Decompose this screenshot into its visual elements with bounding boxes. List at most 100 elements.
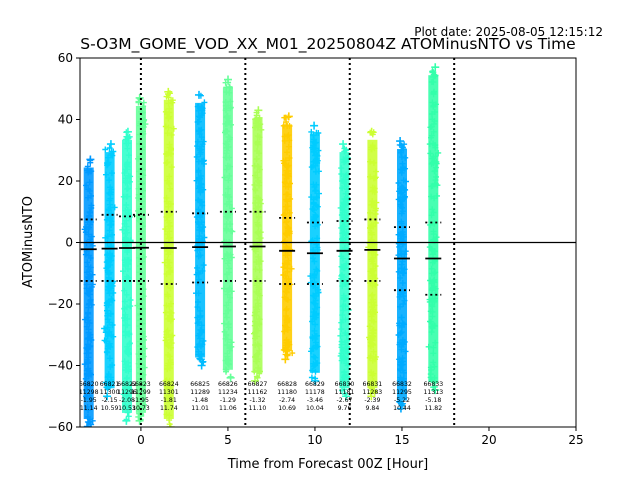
group-annotation: 11289 — [190, 389, 210, 396]
group-annotation: 11313 — [423, 389, 443, 396]
group-annotation: 11.06 — [219, 405, 237, 412]
group-annotation: 11234 — [218, 389, 238, 396]
data-group-66832 — [395, 137, 409, 413]
outlier-marker — [431, 63, 440, 72]
outlier-marker — [396, 404, 405, 413]
outlier-marker — [310, 121, 319, 130]
scatter-core — [122, 139, 132, 413]
x-tick-label: 0 — [137, 433, 145, 447]
y-axis: −60 −40 −20 0 20 40 60 — [48, 51, 80, 434]
group-annotation: -1.48 — [192, 397, 208, 404]
outlier-marker — [106, 140, 115, 149]
outlier-marker — [123, 127, 132, 136]
group-annotation: 11178 — [305, 389, 325, 396]
outlier-marker — [194, 90, 203, 99]
y-tick-label: −60 — [48, 420, 73, 434]
group-annotation: 11180 — [277, 389, 297, 396]
scatter-core — [428, 75, 439, 383]
group-annotation: 11295 — [392, 389, 412, 396]
group-annotation: -1.95 — [81, 397, 97, 404]
group-annotation: -5.18 — [425, 397, 441, 404]
outlier-marker — [367, 392, 376, 401]
plot-area: 6682011298-1.9511.146682111300-2.1510.59… — [79, 58, 576, 427]
outlier-marker — [122, 416, 131, 425]
scatter-core — [339, 152, 350, 389]
outlier-marker — [281, 355, 290, 364]
scatter-core — [367, 139, 378, 389]
data-group-66824 — [161, 87, 177, 427]
x-tick-label: 5 — [224, 433, 232, 447]
x-axis-label: Time from Forecast 00Z [Hour] — [227, 457, 429, 472]
scatter-core — [222, 87, 233, 370]
y-tick-label: −40 — [48, 359, 73, 373]
outlier-marker — [251, 376, 260, 385]
y-axis-label: ATOMinusNTO — [21, 196, 36, 288]
data-group-66822 — [119, 127, 134, 425]
group-annotation: 11181 — [335, 389, 355, 396]
data-group-66828 — [280, 112, 296, 364]
outlier-marker — [254, 106, 263, 115]
group-annotation: 10.53 — [118, 405, 136, 412]
group-annotation: 11283 — [363, 389, 383, 396]
group-annotation: 66820 — [79, 381, 99, 388]
group-annotation: 10.59 — [101, 405, 119, 412]
data-group-66833 — [425, 63, 442, 395]
y-tick-label: −20 — [48, 297, 73, 311]
group-annotation: -1.95 — [133, 397, 149, 404]
y-tick-label: 0 — [65, 236, 73, 250]
scatter-core — [83, 167, 94, 419]
outlier-marker — [197, 361, 206, 370]
group-annotation: 11298 — [79, 389, 99, 396]
group-annotation: 66829 — [305, 381, 325, 388]
group-annotation: 10.69 — [278, 405, 296, 412]
y-tick-label: 40 — [58, 113, 73, 127]
group-annotation: -2.67 — [336, 397, 352, 404]
outlier-marker — [166, 423, 175, 427]
group-annotation: 66827 — [248, 381, 268, 388]
x-tick-label: 25 — [568, 433, 583, 447]
group-annotation: 66826 — [218, 381, 238, 388]
scatter-core — [195, 102, 206, 358]
vertical-lines — [80, 58, 576, 427]
outlier-marker — [135, 416, 144, 425]
outlier-marker — [86, 155, 95, 164]
data-group-66821 — [101, 140, 118, 401]
group-annotation: 66830 — [335, 381, 355, 388]
outlier-marker — [342, 392, 351, 401]
outlier-marker — [396, 137, 405, 146]
group-annotation: 11.82 — [424, 405, 442, 412]
x-tick-label: 15 — [394, 433, 409, 447]
group-annotation: 9.84 — [366, 405, 380, 412]
scatter-core — [397, 149, 407, 401]
scatter-core — [104, 152, 115, 389]
data-group-66826 — [221, 75, 236, 382]
group-annotation: 11301 — [159, 389, 179, 396]
group-annotation: 66823 — [131, 381, 151, 388]
stats-layer — [80, 210, 442, 296]
data-group-66820 — [81, 155, 96, 427]
group-annotation: -3.46 — [307, 397, 323, 404]
scatter-core — [163, 99, 174, 420]
data-group-66830 — [337, 140, 352, 401]
outlier-marker — [284, 112, 293, 121]
group-annotation: 10.73 — [132, 405, 150, 412]
group-annotation: 11.14 — [80, 405, 98, 412]
group-annotation: -1.81 — [161, 397, 177, 404]
group-annotation: 66832 — [392, 381, 412, 388]
data-group-66825 — [193, 90, 208, 370]
outlier-marker — [135, 93, 144, 102]
group-annotation: 66824 — [159, 381, 179, 388]
outlier-marker — [311, 376, 320, 385]
group-annotation: 11.01 — [191, 405, 209, 412]
data-group-66827 — [251, 106, 265, 385]
group-annotation: 10.44 — [393, 405, 411, 412]
plot-date: Plot date: 2025-08-05 12:15:12 — [414, 25, 603, 39]
y-tick-label: 20 — [58, 174, 73, 188]
group-annotation: 11300 — [100, 389, 120, 396]
group-annotation: -2.08 — [119, 397, 135, 404]
group-annotation: -2.74 — [279, 397, 295, 404]
group-annotation: 10.04 — [306, 405, 324, 412]
group-annotation: 66825 — [190, 381, 210, 388]
outlier-marker — [224, 75, 233, 84]
